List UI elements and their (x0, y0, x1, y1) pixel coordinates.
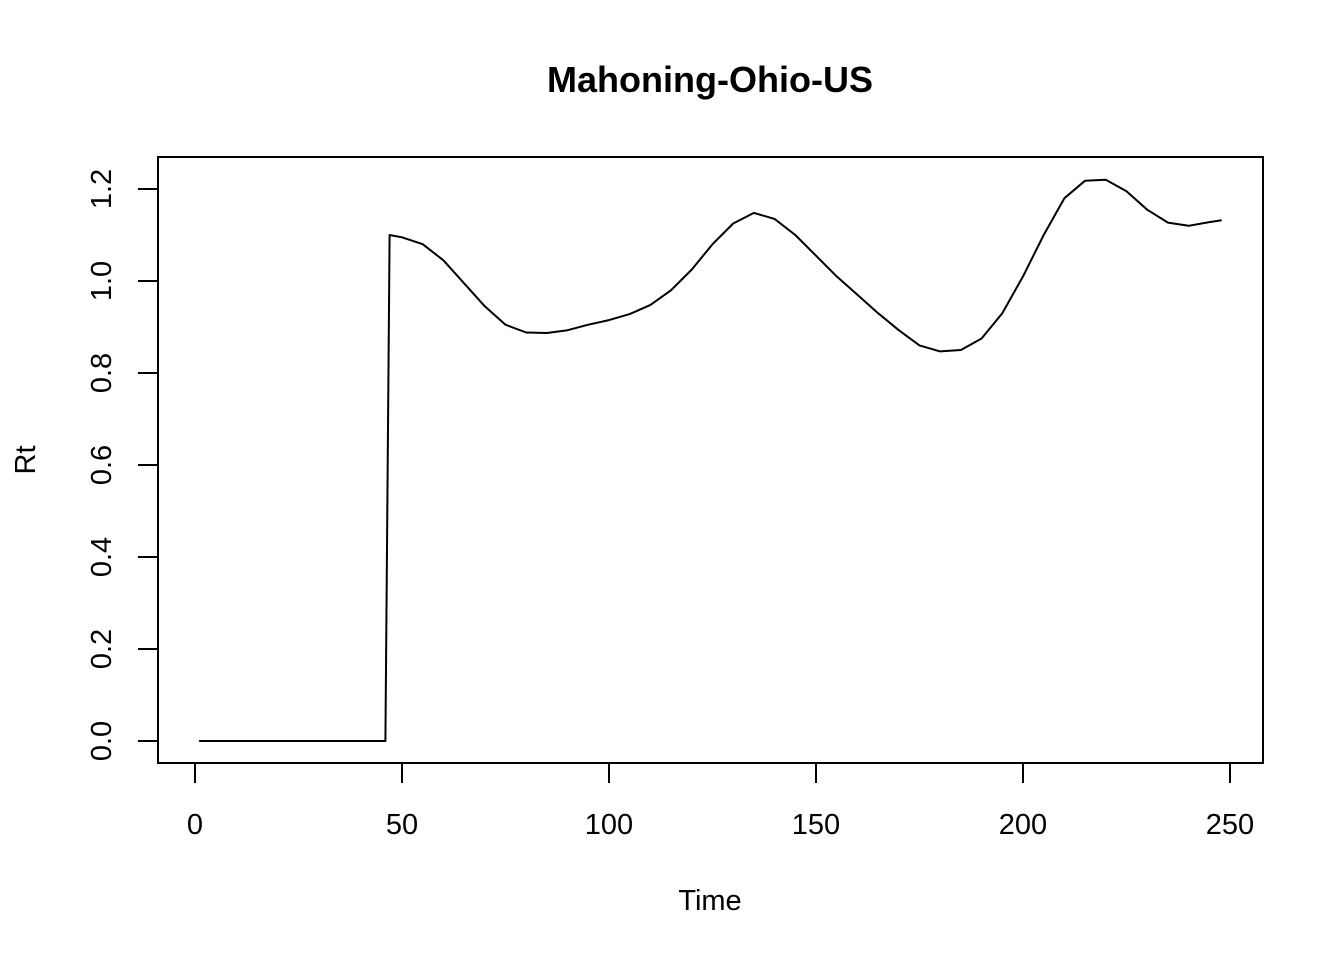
y-tick-label: 0.6 (86, 445, 118, 485)
x-tick-label: 0 (187, 809, 203, 841)
y-axis: 0.0 0.2 0.4 0.6 0.8 1.0 1.2 (86, 169, 159, 761)
rt-line (199, 178, 1222, 742)
y-axis-label: Rt (10, 446, 42, 475)
x-tick-label: 200 (999, 809, 1047, 841)
x-tick-label: 150 (792, 809, 840, 841)
x-tick-label: 50 (386, 809, 418, 841)
y-tick-label: 0.0 (86, 721, 118, 761)
y-tick-label: 0.8 (86, 353, 118, 393)
y-tick-label: 1.2 (86, 169, 118, 209)
chart-title: Mahoning-Ohio-US (547, 59, 873, 100)
y-tick-label: 0.2 (86, 629, 118, 669)
y-tick-label: 1.0 (86, 261, 118, 301)
x-tick-label: 100 (585, 809, 633, 841)
x-axis-label: Time (678, 885, 741, 917)
x-axis: 0 50 100 150 200 250 (187, 762, 1254, 841)
x-tick-label: 250 (1206, 809, 1254, 841)
y-tick-label: 0.4 (86, 537, 118, 577)
